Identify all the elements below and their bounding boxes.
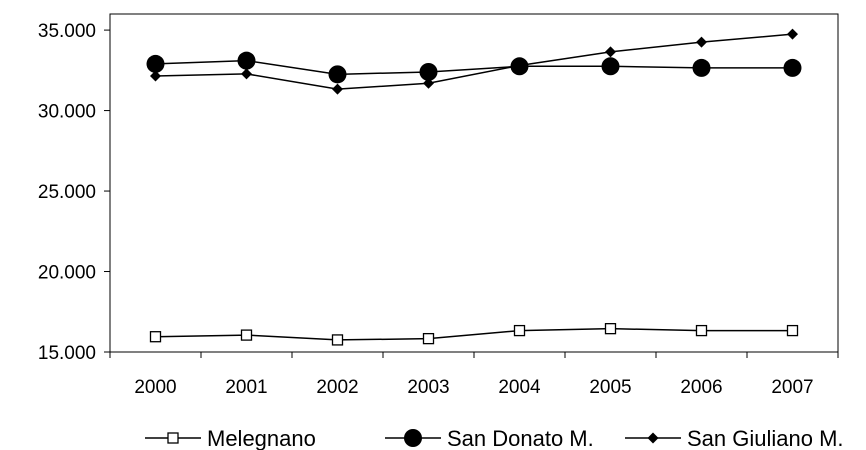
series-line-san-giuliano-m xyxy=(155,33,793,90)
legend-item-san-donato-m: San Donato M. xyxy=(385,426,594,450)
data-point-melegnano xyxy=(240,329,253,341)
series-line-melegnano xyxy=(155,327,793,341)
data-point-san-donato-m xyxy=(601,57,620,76)
x-tick-label: 2004 xyxy=(498,377,541,398)
data-point-melegnano xyxy=(695,324,708,337)
x-tick-label: 2001 xyxy=(225,377,267,398)
x-tick-label: 2002 xyxy=(316,377,358,398)
x-tick-label: 2003 xyxy=(407,377,449,398)
data-point-melegnano xyxy=(422,332,435,345)
data-point-san-donato-m xyxy=(328,65,347,84)
series-melegnano xyxy=(149,323,799,346)
data-point-san-donato-m xyxy=(692,58,711,77)
data-point-san-giuliano-m xyxy=(787,28,798,40)
series-layer xyxy=(146,28,802,346)
x-tick-label: 2006 xyxy=(680,377,722,398)
x-tick-label: 2007 xyxy=(771,377,813,398)
y-tick-label: 15.000 xyxy=(38,343,96,364)
data-point-san-donato-m xyxy=(783,58,802,77)
data-point-melegnano xyxy=(513,324,526,337)
y-tick-label: 30.000 xyxy=(38,102,96,123)
y-tick-label: 35.000 xyxy=(38,21,96,42)
data-point-melegnano xyxy=(149,331,162,343)
series-san-giuliano-m xyxy=(150,28,798,95)
data-point-san-giuliano-m xyxy=(696,36,707,48)
x-axis-tick-labels: 2000 2001 2002 2003 2004 2005 2006 2007 xyxy=(134,377,813,398)
y-axis-tick-labels: 15.000 20.000 25.000 30.000 35.000 xyxy=(38,21,96,364)
data-point-san-giuliano-m xyxy=(150,70,161,82)
data-point-legend-san-giuliano-m xyxy=(647,432,659,444)
data-point-legend-san-donato-m xyxy=(404,429,422,447)
chart-axes xyxy=(104,13,839,358)
data-point-san-donato-m xyxy=(146,54,165,73)
data-point-san-giuliano-m xyxy=(605,46,616,58)
legend-item-san-giuliano-m: San Giuliano M. xyxy=(625,426,844,450)
data-point-san-giuliano-m xyxy=(241,68,252,80)
data-point-legend-melegnano xyxy=(167,432,179,444)
chart-legend: Melegnano San Donato M. San Giuliano M. xyxy=(145,426,844,450)
legend-item-melegnano: Melegnano xyxy=(145,426,316,450)
series-san-donato-m xyxy=(146,51,802,84)
plot-area-border xyxy=(109,13,839,353)
y-tick-label: 20.000 xyxy=(38,263,96,284)
x-tick-label: 2000 xyxy=(134,377,176,398)
legend-label: San Donato M. xyxy=(447,426,594,450)
data-point-melegnano xyxy=(604,323,617,335)
data-point-san-giuliano-m xyxy=(332,83,343,95)
legend-label: Melegnano xyxy=(207,426,316,450)
x-tick-label: 2005 xyxy=(589,377,631,398)
data-point-san-donato-m xyxy=(419,62,438,81)
data-point-melegnano xyxy=(331,334,344,346)
y-tick-label: 25.000 xyxy=(38,182,96,203)
data-point-san-donato-m xyxy=(237,51,256,70)
data-point-san-giuliano-m xyxy=(423,77,434,89)
legend-label: San Giuliano M. xyxy=(687,426,844,450)
data-point-san-giuliano-m xyxy=(514,60,525,72)
series-line-san-donato-m xyxy=(155,59,793,76)
data-point-melegnano xyxy=(786,324,799,337)
